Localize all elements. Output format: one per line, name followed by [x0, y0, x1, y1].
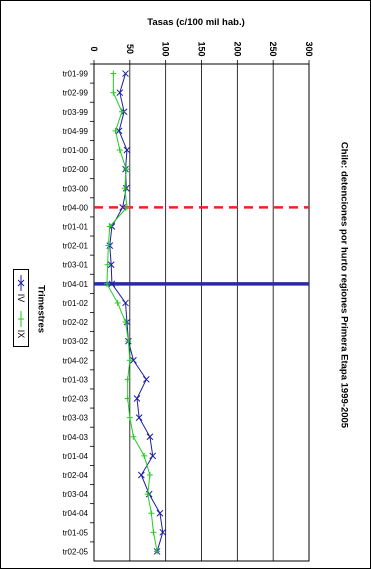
- data-point-ix: [124, 376, 131, 383]
- series-line-ix: [106, 73, 158, 552]
- x-tick-label: tr03-99: [63, 108, 89, 117]
- data-point-ix: [124, 395, 131, 402]
- data-point-iv: [123, 146, 131, 154]
- x-tick-label: tr01-02: [63, 299, 89, 308]
- legend-entry-iv: IV: [14, 274, 28, 308]
- data-point-ix: [112, 127, 119, 134]
- data-point-iv: [116, 89, 124, 97]
- x-tick-label: tr01-99: [63, 70, 89, 79]
- data-point-iv: [149, 452, 157, 460]
- data-point-ix: [123, 204, 130, 211]
- data-point-ix: [141, 452, 148, 459]
- y-axis-title: Tasas (c/100 mil hab.): [147, 17, 245, 28]
- x-tick-label: tr01-04: [63, 452, 89, 461]
- legend-swatch-iv: [17, 275, 25, 291]
- data-point-ix: [126, 414, 133, 421]
- data-point-ix: [121, 185, 128, 192]
- y-tick-label: 300: [304, 41, 314, 56]
- data-point-ix: [116, 147, 123, 154]
- data-point-iv: [137, 471, 145, 479]
- legend-swatch-ix: [18, 311, 24, 327]
- y-tick-label: 50: [125, 44, 135, 54]
- data-point-ix: [146, 471, 153, 478]
- data-point-iv: [146, 433, 154, 441]
- chart-title: Chile: detenciones por hurto regiones Pr…: [338, 141, 350, 429]
- y-tick-label: 250: [268, 41, 278, 56]
- data-point-iv: [156, 509, 164, 517]
- data-point-ix: [154, 548, 161, 555]
- data-point-iv: [115, 127, 123, 135]
- x-tick-label: tr04-99: [63, 127, 89, 136]
- x-tick-label: tr04-01: [63, 280, 89, 289]
- data-point-iv: [130, 356, 137, 364]
- x-tick-label: tr02-01: [63, 242, 89, 251]
- data-point-ix: [114, 299, 121, 306]
- data-point-ix: [106, 223, 113, 230]
- legend-entry-ix: IX: [14, 310, 28, 344]
- x-tick-label: tr04-03: [63, 433, 89, 442]
- x-tick-label: tr01-00: [63, 146, 89, 155]
- data-point-iv: [142, 376, 150, 383]
- data-point-ix: [105, 242, 112, 249]
- data-point-ix: [104, 261, 111, 268]
- data-point-iv: [107, 261, 115, 269]
- y-tick-label: 150: [197, 41, 207, 56]
- x-tick-label: tr02-00: [63, 165, 89, 174]
- x-tick-label: tr01-03: [63, 375, 89, 384]
- data-point-ix: [144, 491, 151, 498]
- data-point-ix: [103, 280, 110, 287]
- data-point-ix: [110, 70, 117, 77]
- x-axis-title: Trimestres: [35, 284, 47, 334]
- data-point-iv: [135, 414, 143, 421]
- y-tick-label: 200: [232, 41, 242, 56]
- series-line-iv: [109, 73, 164, 552]
- x-tick-label: tr02-03: [63, 395, 89, 404]
- data-point-iv: [122, 70, 129, 77]
- legend-label-ix: IX: [16, 329, 26, 339]
- data-point-iv: [122, 299, 129, 307]
- x-tick-label: tr02-04: [63, 471, 89, 480]
- data-point-ix: [125, 338, 132, 345]
- data-point-ix: [150, 529, 157, 536]
- x-tick-label: tr02-99: [63, 89, 89, 98]
- legend-label-iv: IV: [16, 293, 26, 303]
- data-point-ix: [126, 357, 133, 364]
- x-tick-label: tr01-01: [63, 222, 89, 231]
- x-tick-label: tr03-00: [63, 184, 89, 193]
- data-point-ix: [110, 89, 117, 96]
- x-tick-label: tr02-05: [63, 547, 89, 556]
- x-tick-label: tr04-04: [63, 509, 89, 518]
- x-tick-label: tr01-05: [63, 528, 89, 537]
- x-tick-label: tr03-02: [63, 337, 89, 346]
- y-tick-label: 0: [89, 46, 99, 51]
- data-point-ix: [122, 319, 129, 326]
- data-point-ix: [148, 510, 155, 517]
- data-point-iv: [133, 395, 141, 402]
- x-tick-label: tr04-02: [63, 356, 89, 365]
- data-point-ix: [123, 166, 130, 173]
- data-point-iv: [108, 280, 116, 288]
- data-point-ix: [130, 433, 137, 440]
- legend: IV IX: [13, 269, 29, 347]
- x-tick-label: tr03-04: [63, 490, 89, 499]
- data-point-ix: [118, 108, 125, 115]
- x-tick-label: tr03-03: [63, 414, 89, 423]
- x-tick-label: tr04-00: [63, 203, 89, 212]
- x-tick-label: tr02-02: [63, 318, 89, 327]
- data-point-iv: [159, 528, 167, 536]
- y-tick-label: 100: [161, 41, 171, 56]
- x-tick-label: tr03-01: [63, 261, 89, 270]
